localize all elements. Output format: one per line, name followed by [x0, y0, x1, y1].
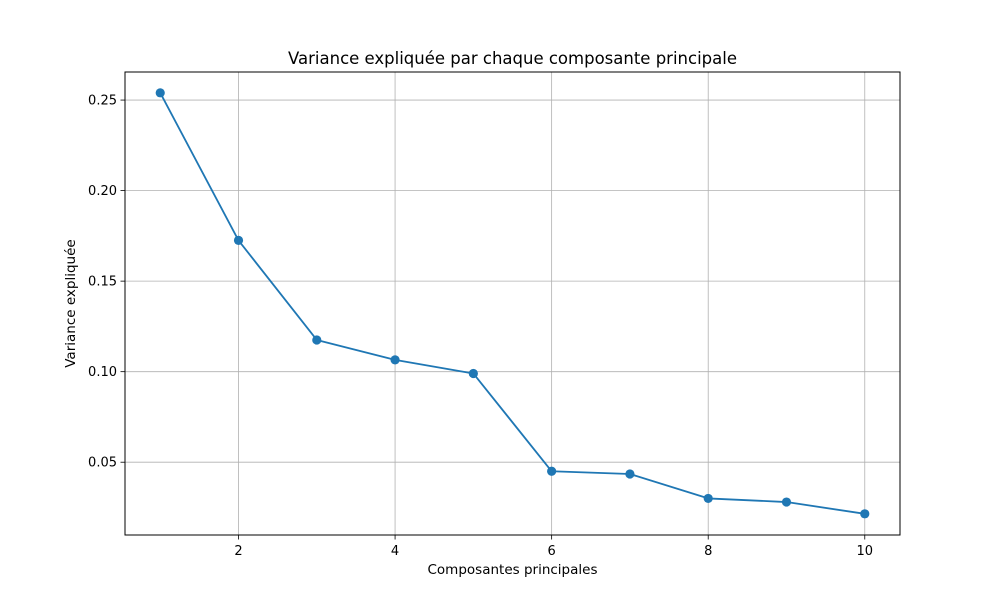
data-point: [625, 469, 635, 479]
data-point: [233, 235, 244, 245]
x-tick-label: 4: [391, 544, 399, 559]
x-tick-label: 6: [548, 544, 556, 559]
x-axis-title: Composantes principales: [428, 562, 598, 578]
x-tick-label: 2: [234, 544, 242, 559]
series-line: [159, 92, 865, 515]
data-point: [155, 88, 165, 98]
data-point: [781, 497, 792, 507]
ticks: 2 4 6 8 10 0.05 0.10 0.15 0.20 0.25: [88, 94, 873, 559]
y-axis-title: Variance expliquée: [63, 239, 79, 367]
y-tick-label: 0.15: [88, 275, 117, 290]
series-layer: [155, 88, 870, 519]
y-tick-label: 0.05: [88, 456, 117, 471]
data-point: [547, 466, 557, 476]
data-point: [312, 335, 322, 345]
y-tick-label: 0.20: [88, 184, 117, 199]
grid: [125, 72, 900, 535]
x-tick-label: 10: [856, 544, 873, 559]
data-point: [468, 368, 478, 379]
data-point: [390, 355, 400, 365]
data-point: [860, 509, 870, 519]
y-tick-label: 0.10: [88, 365, 117, 380]
plot-frame: [124, 71, 901, 536]
y-tick-label: 0.25: [88, 94, 117, 109]
data-point: [703, 493, 713, 504]
chart-title: Variance expliquée par chaque composante…: [288, 49, 737, 68]
x-tick-label: 8: [704, 544, 712, 559]
